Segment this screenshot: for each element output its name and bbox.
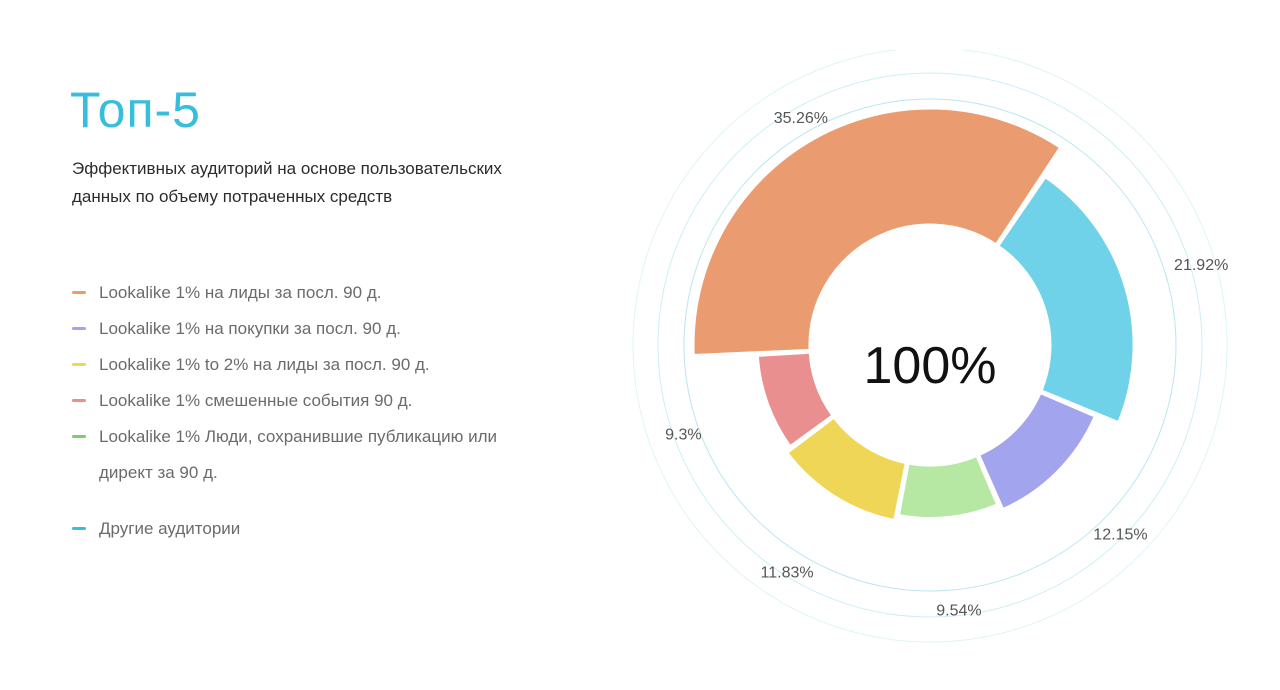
legend-marker-lookalike-1-to-2-leads: [72, 363, 86, 366]
legend-label-lookalike-leads: Lookalike 1% на лиды за посл. 90 д.: [99, 283, 382, 302]
legend-item-lookalike-leads: Lookalike 1% на лиды за посл. 90 д.: [72, 275, 542, 311]
legend-marker-lookalike-saved-posts: [72, 435, 86, 438]
donut-chart: 35.26% 21.92% 12.15% 9.54% 11.83% 9.3% 100%: [620, 50, 1240, 650]
inner-guide-ring: [683, 98, 1177, 592]
legend-item-lookalike-1-to-2-leads: Lookalike 1% to 2% на лиды за посл. 90 д…: [72, 347, 542, 383]
legend-marker-other-audiences: [72, 527, 86, 530]
slice-percent-label-5: 11.83%: [761, 565, 814, 582]
legend-label-lookalike-saved-posts: Lookalike 1% Люди, сохранившие публикаци…: [99, 427, 497, 482]
slice-percent-label-1: 35.26%: [774, 110, 828, 127]
legend-label-lookalike-1-to-2-leads: Lookalike 1% to 2% на лиды за посл. 90 д…: [99, 355, 430, 374]
outer-guide-ring: [632, 50, 1228, 643]
donut-slice-4: [896, 453, 1000, 521]
legend-item-lookalike-mixed-events: Lookalike 1% смешенные события 90 д.: [72, 383, 542, 419]
legend-label-lookalike-purchases: Lookalike 1% на покупки за посл. 90 д.: [99, 319, 401, 338]
legend-item-lookalike-saved-posts: Lookalike 1% Люди, сохранившие публикаци…: [72, 419, 542, 491]
donut-chart-svg: 35.26% 21.92% 12.15% 9.54% 11.83% 9.3% 100%: [632, 50, 1228, 643]
middle-guide-ring: [657, 72, 1203, 618]
donut-slice-2: [996, 175, 1136, 425]
page-subtitle: Эффективных аудиторий на основе пользова…: [72, 159, 502, 206]
donut-slice-1: [691, 106, 1063, 358]
legend-item-lookalike-purchases: Lookalike 1% на покупки за посл. 90 д.: [72, 311, 542, 347]
slice-percent-label-6: 9.3%: [665, 426, 701, 443]
legend-marker-lookalike-purchases: [72, 327, 86, 330]
slice-percent-label-3: 12.15%: [1093, 527, 1147, 544]
donut-slice-5: [785, 415, 908, 523]
legend-marker-lookalike-leads: [72, 291, 86, 294]
center-total-label: 100%: [864, 337, 997, 395]
page-title: Топ-5: [70, 82, 201, 138]
legend-label-other-audiences: Другие аудитории: [99, 519, 241, 538]
legend-label-lookalike-mixed-events: Lookalike 1% смешенные события 90 д.: [99, 391, 413, 410]
donut-slice-3: [977, 390, 1097, 512]
donut-slice-6: [755, 350, 835, 449]
slice-percent-label-2: 21.92%: [1174, 257, 1228, 274]
legend-marker-lookalike-mixed-events: [72, 399, 86, 402]
legend-item-other-audiences: Другие аудитории: [72, 511, 542, 547]
chart-legend: Lookalike 1% на лиды за посл. 90 д. Look…: [72, 275, 542, 547]
slice-percent-label-4: 9.54%: [936, 602, 981, 619]
